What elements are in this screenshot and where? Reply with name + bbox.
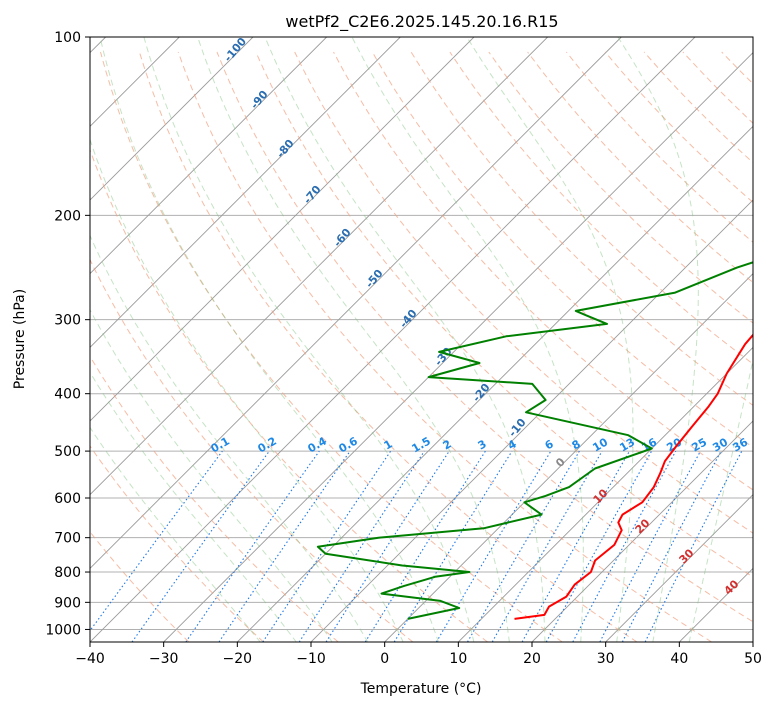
x-tick-label: −10 [296, 651, 326, 667]
x-axis: −40 −30 −20 −10 0 10 20 30 40 50 [75, 642, 762, 667]
y-tick-label: 300 [54, 313, 81, 329]
x-tick-label: −30 [149, 651, 179, 667]
y-axis-title: Pressure (hPa) [12, 289, 28, 389]
y-axis: 100 200 300 400 500 600 700 800 900 1000 [45, 30, 90, 638]
y-tick-label: 1000 [45, 622, 81, 638]
x-axis-title: Temperature (°C) [360, 681, 482, 697]
y-tick-label: 200 [54, 208, 81, 224]
x-tick-label: −20 [223, 651, 253, 667]
x-tick-label: 50 [744, 651, 762, 667]
x-tick-label: 0 [380, 651, 389, 667]
chart-title: wetPf2_C2E6.2025.145.20.16.R15 [285, 12, 558, 32]
dry-adiabat [761, 52, 775, 642]
isotherm-50 [753, 37, 775, 642]
x-tick-label: 40 [670, 651, 688, 667]
x-tick-label: 30 [597, 651, 615, 667]
x-tick-label: 10 [449, 651, 467, 667]
x-tick-label: 20 [523, 651, 541, 667]
y-tick-label: 600 [54, 491, 81, 507]
y-tick-label: 400 [54, 387, 81, 403]
y-tick-label: 700 [54, 531, 81, 547]
y-tick-label: 900 [54, 595, 81, 611]
x-tick-label: −40 [75, 651, 105, 667]
y-tick-label: 800 [54, 565, 81, 581]
y-tick-label: 500 [54, 444, 81, 460]
y-tick-label: 100 [54, 30, 81, 46]
